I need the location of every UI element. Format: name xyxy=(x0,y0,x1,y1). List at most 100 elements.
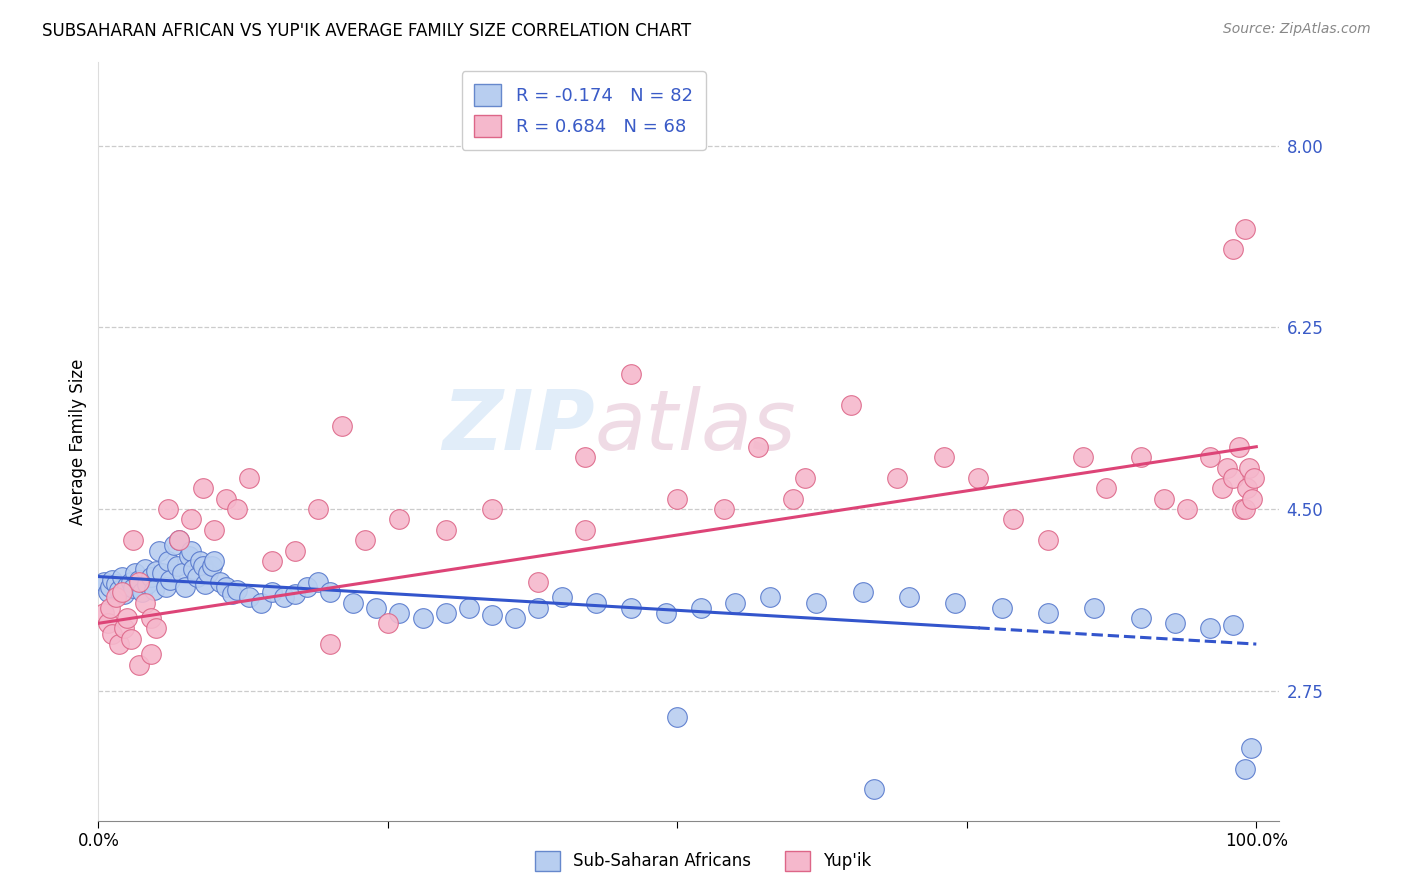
Point xyxy=(139,569,162,583)
Point xyxy=(208,574,231,589)
Point xyxy=(863,782,886,797)
Point xyxy=(166,559,188,574)
Point xyxy=(1233,502,1256,516)
Point xyxy=(273,591,295,605)
Point xyxy=(550,591,572,605)
Point xyxy=(215,491,238,506)
Point xyxy=(156,554,179,568)
Text: ZIP: ZIP xyxy=(441,386,595,467)
Point xyxy=(1094,481,1116,495)
Point xyxy=(1083,600,1105,615)
Point xyxy=(238,471,260,485)
Point xyxy=(170,566,193,581)
Point xyxy=(159,573,181,587)
Text: Source: ZipAtlas.com: Source: ZipAtlas.com xyxy=(1223,22,1371,37)
Point xyxy=(655,606,678,620)
Point xyxy=(1236,481,1258,495)
Point xyxy=(1071,450,1094,464)
Point xyxy=(93,606,115,620)
Point xyxy=(342,595,364,609)
Point xyxy=(169,533,191,548)
Point xyxy=(186,569,208,583)
Point xyxy=(163,538,186,552)
Point xyxy=(262,585,284,599)
Point xyxy=(724,595,747,609)
Point xyxy=(747,440,769,454)
Point xyxy=(713,502,735,516)
Point xyxy=(353,533,375,548)
Point xyxy=(101,573,124,587)
Point xyxy=(1239,740,1261,755)
Point xyxy=(620,367,643,381)
Point xyxy=(1232,502,1254,516)
Point xyxy=(249,595,271,609)
Point xyxy=(1036,533,1059,548)
Point xyxy=(124,566,146,581)
Point xyxy=(120,632,142,646)
Point xyxy=(238,591,260,605)
Point xyxy=(886,471,908,485)
Point xyxy=(759,591,782,605)
Point xyxy=(150,566,173,581)
Point xyxy=(574,523,596,537)
Point xyxy=(307,502,329,516)
Point xyxy=(666,491,689,506)
Point xyxy=(93,574,115,589)
Point xyxy=(120,574,142,589)
Point xyxy=(226,502,249,516)
Point xyxy=(1199,622,1222,636)
Point xyxy=(180,512,202,526)
Point xyxy=(221,587,243,601)
Point xyxy=(215,580,238,594)
Point xyxy=(145,622,167,636)
Point xyxy=(585,595,607,609)
Point xyxy=(139,611,162,625)
Point xyxy=(782,491,804,506)
Point xyxy=(839,398,862,412)
Point xyxy=(104,577,127,591)
Point xyxy=(1227,440,1250,454)
Point xyxy=(1036,606,1059,620)
Point xyxy=(574,450,596,464)
Point xyxy=(201,559,224,574)
Point xyxy=(104,591,127,605)
Point xyxy=(319,585,342,599)
Point xyxy=(527,574,550,589)
Point xyxy=(689,600,711,615)
Point xyxy=(262,554,284,568)
Point xyxy=(793,471,815,485)
Point xyxy=(188,554,211,568)
Point xyxy=(1222,471,1244,485)
Point xyxy=(108,637,131,651)
Point xyxy=(620,600,643,615)
Legend: Sub-Saharan Africans, Yup'ik: Sub-Saharan Africans, Yup'ik xyxy=(526,842,880,880)
Point xyxy=(183,562,205,576)
Point xyxy=(143,583,166,598)
Point xyxy=(148,543,170,558)
Legend: R = -0.174   N = 82, R = 0.684   N = 68: R = -0.174 N = 82, R = 0.684 N = 68 xyxy=(461,71,706,150)
Point xyxy=(191,481,214,495)
Point xyxy=(1240,491,1263,506)
Point xyxy=(434,523,457,537)
Point xyxy=(108,583,131,598)
Point xyxy=(156,502,179,516)
Point xyxy=(1233,221,1256,235)
Point xyxy=(852,585,875,599)
Point xyxy=(481,502,503,516)
Point xyxy=(139,648,162,662)
Point xyxy=(128,573,150,587)
Point xyxy=(128,574,150,589)
Point xyxy=(434,606,457,620)
Point xyxy=(806,595,828,609)
Point xyxy=(388,512,411,526)
Point xyxy=(1211,481,1233,495)
Point xyxy=(97,585,120,599)
Point xyxy=(177,549,200,563)
Point xyxy=(503,611,526,625)
Point xyxy=(412,611,434,625)
Point xyxy=(1239,460,1261,475)
Point xyxy=(1129,611,1152,625)
Point xyxy=(122,533,145,548)
Point xyxy=(169,533,191,548)
Point xyxy=(117,579,139,593)
